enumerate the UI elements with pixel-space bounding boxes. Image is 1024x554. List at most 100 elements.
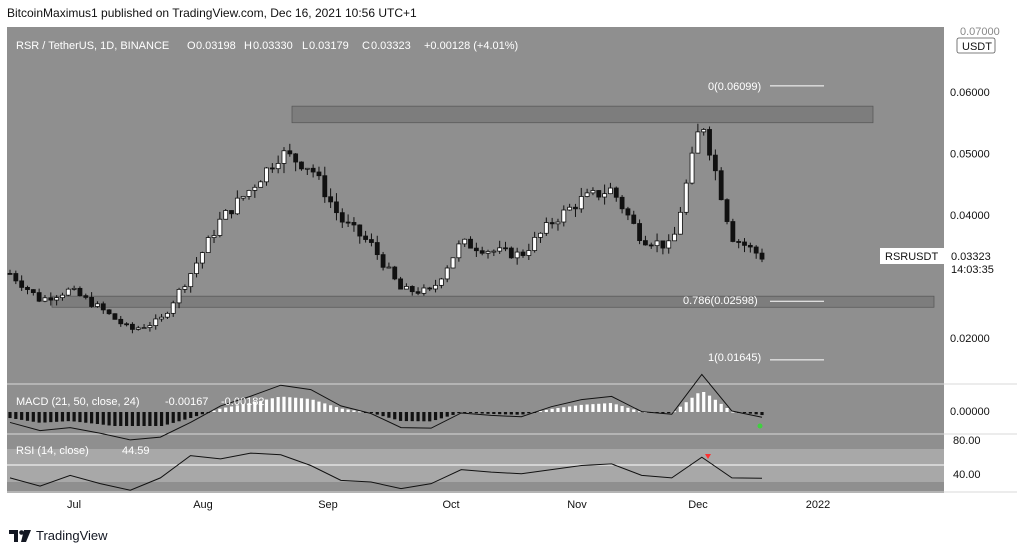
price-tag-countdown: 14:03:35 (951, 264, 994, 276)
candle-body-96 (567, 206, 573, 211)
tradingview-brand[interactable]: TradingView (9, 528, 108, 543)
candle-body-98 (578, 196, 584, 210)
macd-bar-84 (498, 412, 502, 415)
fib-label-0: 0(0.06099) (708, 81, 761, 93)
candle-body-106 (625, 208, 631, 216)
rsi-line (9, 452, 763, 491)
candle-body-79 (468, 238, 473, 249)
candle-body-110 (648, 244, 654, 247)
candle-body-124 (730, 221, 736, 242)
macd-bar-102 (603, 403, 607, 412)
macd-bar-78 (463, 412, 467, 413)
candle-body-35 (211, 235, 217, 238)
legend-l-label: L (302, 40, 308, 52)
candle-body-45 (269, 167, 275, 170)
macd-bar-22 (136, 412, 140, 426)
candle-body-121 (712, 154, 718, 172)
macd-bar-25 (154, 412, 158, 426)
legend-high: 0.03330 (253, 40, 293, 52)
candle-body-22 (135, 327, 141, 330)
candle-body-25 (153, 318, 159, 326)
candle-body-75 (444, 267, 450, 280)
candle-body-55 (328, 196, 334, 203)
time-axis-labels: Jul Aug Sep Oct Nov Dec 2022 (67, 499, 830, 511)
candle-body-100 (590, 190, 596, 194)
macd-value-1: -0.00167 (165, 396, 208, 408)
axis-unit: USDT (962, 41, 992, 53)
macd-bar-117 (690, 397, 694, 412)
candle-body-46 (275, 163, 281, 170)
candle-body-12 (77, 287, 83, 297)
candle-body-13 (83, 295, 89, 298)
candle-body-94 (555, 221, 561, 225)
candle-body-41 (246, 190, 252, 197)
time-label-Sep: Sep (318, 499, 338, 511)
candle-body-61 (363, 235, 368, 240)
price-tag-symbol: RSRUSDT (885, 251, 938, 263)
candle-body-70 (415, 291, 421, 294)
macd-bar-53 (317, 401, 321, 412)
candle-body-20 (124, 323, 129, 326)
macd-bar-103 (608, 403, 613, 412)
time-label-2022: 2022 (806, 499, 830, 511)
candle-body-88 (520, 251, 526, 256)
macd-bar-13 (84, 412, 88, 423)
macd-bar-104 (614, 404, 618, 412)
legend-h-label: H (244, 40, 252, 52)
chart-panel[interactable] (7, 27, 944, 493)
macd-bar-28 (171, 412, 175, 423)
macd-bar-45 (270, 398, 274, 412)
macd-bar-29 (177, 412, 181, 422)
macd-bar-31 (189, 412, 193, 418)
candle-body-112 (660, 240, 666, 249)
macd-bar-27 (165, 412, 169, 425)
macd-bar-74 (439, 412, 443, 419)
rsi-label: RSI (14, close) (16, 445, 89, 457)
candle-body-116 (683, 182, 689, 213)
candle-body-30 (182, 286, 188, 290)
macd-signal-line (9, 373, 763, 441)
candle-body-40 (240, 196, 246, 199)
time-label-Aug: Aug (193, 499, 213, 511)
time-label-Jul: Jul (67, 499, 81, 511)
macd-bar-86 (509, 412, 513, 415)
macd-bar-30 (183, 412, 187, 420)
macd-bar-14 (90, 412, 94, 424)
candle-body-5 (36, 292, 42, 302)
legend-open: 0.03198 (196, 40, 236, 52)
candle-body-26 (159, 316, 164, 320)
candle-body-83 (491, 250, 497, 253)
macd-bar-105 (620, 406, 624, 412)
candle-body-118 (695, 131, 701, 154)
horizontal-zones (51, 105, 935, 308)
macd-bar-10 (66, 412, 70, 422)
axis-top-partial: 0.07000 (960, 26, 1000, 38)
macd-bar-126 (742, 412, 747, 413)
candle-body-66 (392, 266, 398, 280)
price-tick-1: 0.05000 (950, 149, 990, 161)
fib-levels (770, 85, 824, 361)
macd-bar-47 (282, 396, 286, 412)
candle-body-71 (421, 287, 427, 294)
macd-bar-107 (632, 409, 636, 412)
candle-body-31 (188, 273, 194, 288)
candle-body-81 (479, 250, 485, 254)
macd-bar-69 (410, 412, 414, 422)
candle-body-44 (264, 167, 269, 183)
candle-body-78 (462, 238, 468, 245)
rsi-pane (9, 452, 763, 491)
macd-bar-24 (148, 412, 152, 426)
candle-body-54 (322, 175, 328, 198)
macd-bar-99 (585, 404, 589, 412)
macd-bar-46 (276, 397, 280, 412)
macd-bar-88 (521, 412, 525, 415)
macd-bar-15 (95, 412, 100, 425)
macd-bar-79 (468, 412, 473, 413)
macd-bar-17 (107, 412, 111, 426)
candle-body-11 (71, 287, 77, 290)
candle-body-2 (19, 280, 25, 288)
candle-body-16 (100, 303, 106, 311)
candle-body-52 (310, 167, 316, 173)
macd-bar-91 (538, 411, 543, 413)
